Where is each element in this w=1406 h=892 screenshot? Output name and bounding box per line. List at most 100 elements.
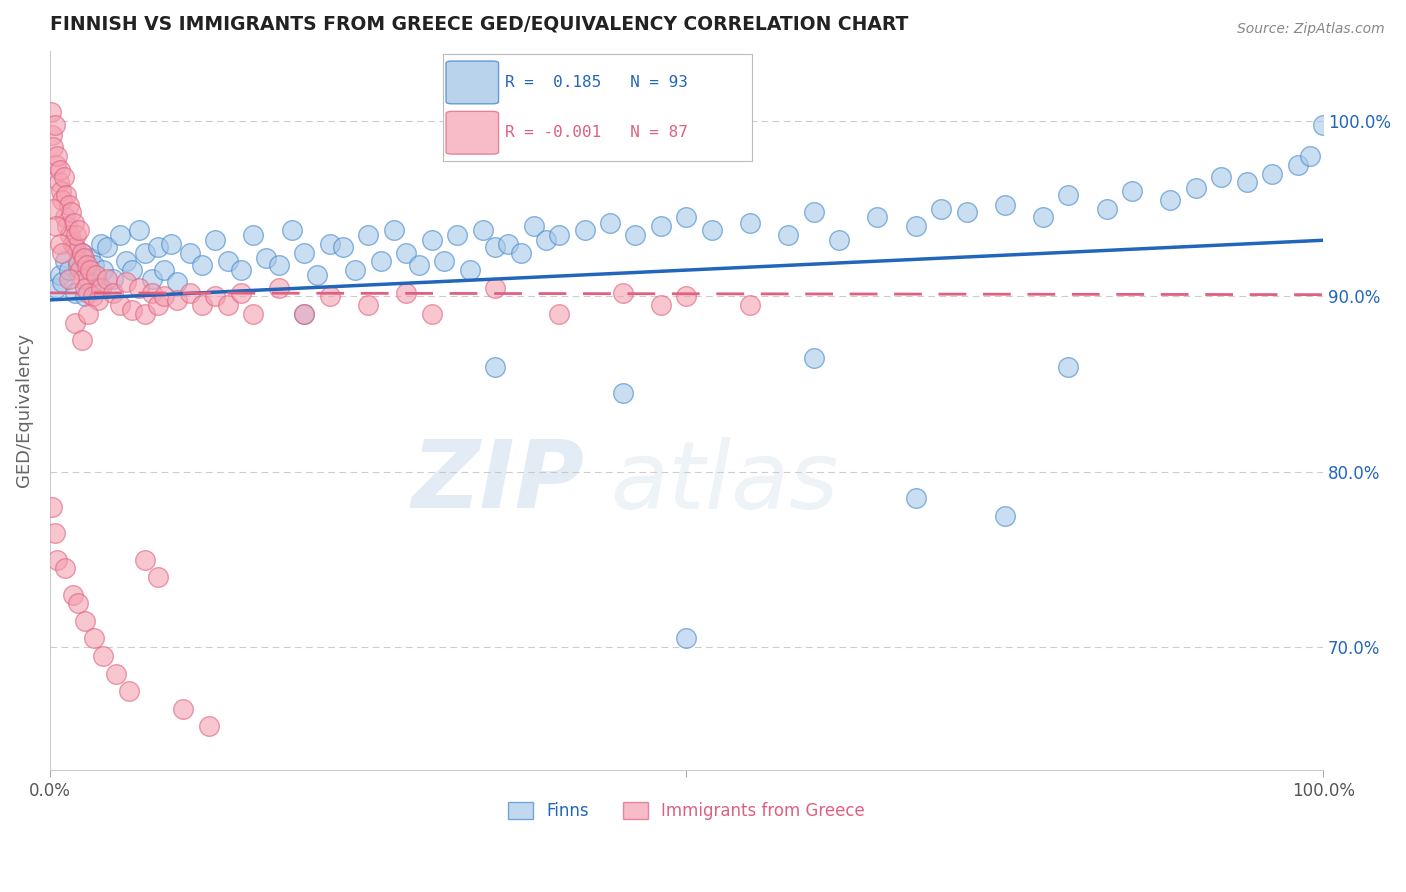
Point [1184, 180, 1206, 194]
Point [536, 233, 558, 247]
Point [738, 298, 761, 312]
Point [69, 263, 91, 277]
Text: ZIP: ZIP [412, 436, 585, 528]
Point [96, 240, 118, 254]
Point [319, 289, 342, 303]
Point [292, 307, 315, 321]
Point [134, 307, 156, 321]
Point [48, 175, 70, 189]
Point [58, 198, 80, 212]
Point [51, 193, 73, 207]
Point [146, 570, 169, 584]
Point [49, 236, 72, 251]
Point [242, 227, 264, 242]
Point [146, 240, 169, 254]
Point [191, 258, 214, 272]
Point [1236, 175, 1258, 189]
Text: R = -0.001   N = 87: R = -0.001 N = 87 [505, 125, 688, 140]
Point [446, 227, 468, 242]
Point [929, 202, 952, 216]
Point [63, 216, 86, 230]
Point [1312, 118, 1334, 132]
Point [46, 149, 69, 163]
Point [778, 227, 800, 242]
Point [103, 272, 125, 286]
Point [117, 684, 139, 698]
Point [70, 245, 93, 260]
Point [108, 298, 131, 312]
Point [433, 254, 456, 268]
Point [420, 233, 443, 247]
Point [650, 298, 672, 312]
Point [45, 219, 67, 234]
Point [42, 202, 65, 216]
Point [344, 263, 367, 277]
Point [509, 245, 531, 260]
Point [72, 272, 94, 286]
Point [79, 263, 101, 277]
Point [548, 227, 571, 242]
Point [738, 216, 761, 230]
Point [153, 263, 176, 277]
Point [420, 307, 443, 321]
Point [700, 223, 723, 237]
Point [574, 223, 596, 237]
Point [904, 491, 927, 505]
Point [458, 263, 481, 277]
Point [179, 285, 201, 300]
Point [395, 245, 418, 260]
Point [319, 236, 342, 251]
Point [955, 205, 977, 219]
Point [523, 219, 546, 234]
Text: FINNISH VS IMMIGRANTS FROM GREECE GED/EQUIVALENCY CORRELATION CHART: FINNISH VS IMMIGRANTS FROM GREECE GED/EQ… [49, 15, 908, 34]
Point [254, 251, 277, 265]
Point [357, 227, 380, 242]
Point [612, 285, 634, 300]
Point [75, 280, 97, 294]
Point [198, 719, 221, 733]
Point [52, 170, 75, 185]
Point [141, 285, 163, 300]
Point [76, 307, 98, 321]
Point [624, 227, 647, 242]
Point [496, 236, 519, 251]
Point [1057, 359, 1080, 374]
Point [1299, 149, 1322, 163]
Point [548, 307, 571, 321]
Point [471, 223, 494, 237]
Point [66, 254, 89, 268]
Point [51, 276, 73, 290]
Point [828, 233, 851, 247]
Point [803, 351, 825, 365]
Point [141, 272, 163, 286]
Point [484, 240, 506, 254]
Point [53, 211, 76, 225]
Point [1286, 158, 1309, 172]
Point [146, 298, 169, 312]
Point [217, 298, 239, 312]
Point [484, 280, 506, 294]
Point [675, 211, 697, 225]
Point [76, 285, 98, 300]
Point [1121, 184, 1143, 198]
Y-axis label: GED/Equivalency: GED/Equivalency [15, 334, 32, 488]
Point [58, 263, 80, 277]
Point [76, 272, 98, 286]
Point [108, 227, 131, 242]
Point [62, 236, 84, 251]
Point [1057, 187, 1080, 202]
Point [62, 588, 84, 602]
Point [280, 223, 302, 237]
Point [128, 223, 150, 237]
Point [45, 280, 67, 294]
Text: atlas: atlas [610, 437, 838, 528]
Point [1261, 167, 1284, 181]
Point [76, 258, 98, 272]
FancyBboxPatch shape [446, 61, 499, 103]
Point [267, 258, 290, 272]
Point [70, 333, 93, 347]
Point [103, 285, 125, 300]
Point [121, 303, 143, 318]
Point [229, 285, 252, 300]
Point [59, 227, 82, 242]
